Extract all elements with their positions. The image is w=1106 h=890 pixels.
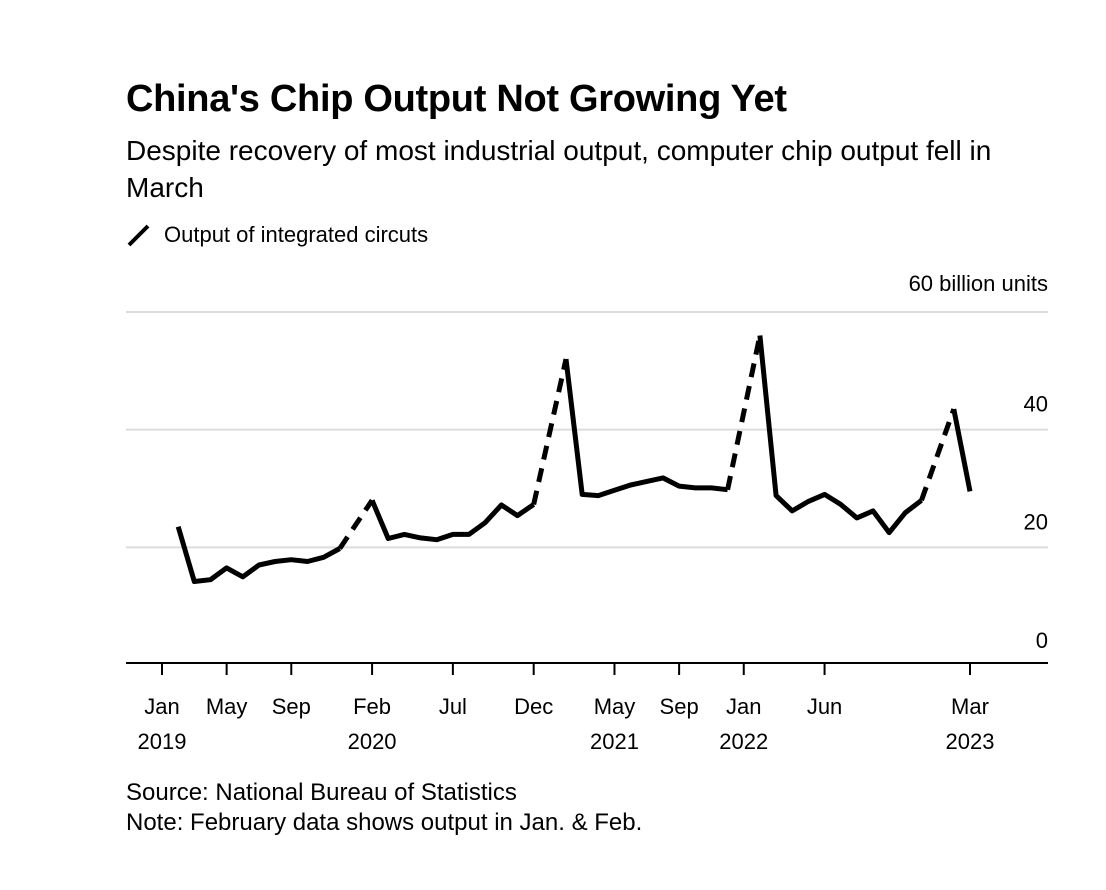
x-tick-label: Mar (951, 694, 989, 719)
legend: Output of integrated circuts (126, 222, 428, 248)
x-tick-label: Jan (726, 694, 761, 719)
data-note: Note: February data shows output in Jan.… (126, 809, 643, 836)
footer: Source: National Bureau of Statistics No… (126, 778, 642, 838)
series-line-dashed-segment (919, 408, 957, 502)
x-tick-label: Feb (353, 694, 391, 719)
series-line-segment (951, 408, 973, 492)
series-line-dashed-segment (531, 358, 569, 505)
y-tick-label: 20 (1024, 509, 1048, 534)
x-tick-label: May (594, 694, 636, 719)
x-tick-label: May (206, 694, 248, 719)
legend-line-icon (127, 224, 150, 247)
x-tick-year-label: 2020 (348, 729, 397, 754)
x-tick-label: Sep (272, 694, 311, 719)
y-tick-label: 0 (1036, 628, 1048, 653)
x-tick-label: Dec (514, 694, 553, 719)
series-line-segment (175, 525, 341, 584)
legend-label: Output of integrated circuts (164, 222, 429, 247)
source-note: Source: National Bureau of Statistics (126, 779, 517, 806)
series-line-dashed-segment (337, 498, 375, 550)
series-line-segment (757, 335, 924, 536)
x-tick-label: Jun (807, 694, 842, 719)
x-tick-label: Jan (144, 694, 179, 719)
x-tick-label: Sep (660, 694, 699, 719)
chart-title: China's Chip Output Not Growing Yet (126, 78, 787, 120)
x-tick-year-label: 2021 (590, 729, 639, 754)
x-tick-year-label: 2023 (946, 729, 995, 754)
x-tick-year-label: 2022 (719, 729, 768, 754)
series-line-dashed-segment (725, 334, 763, 491)
chart-subtitle: Despite recovery of most industrial outp… (126, 135, 992, 203)
series-line-segment (563, 358, 728, 499)
y-axis-unit-label: 60 billion units (909, 271, 1048, 296)
line-chart: 0 20 40 60 billion units Jan 2019 May Sep Feb 202… (126, 271, 1048, 754)
series-line-segment (369, 499, 536, 543)
y-tick-label: 40 (1024, 392, 1048, 417)
x-tick-year-label: 2019 (138, 729, 187, 754)
x-tick-label: Jul (439, 694, 467, 719)
